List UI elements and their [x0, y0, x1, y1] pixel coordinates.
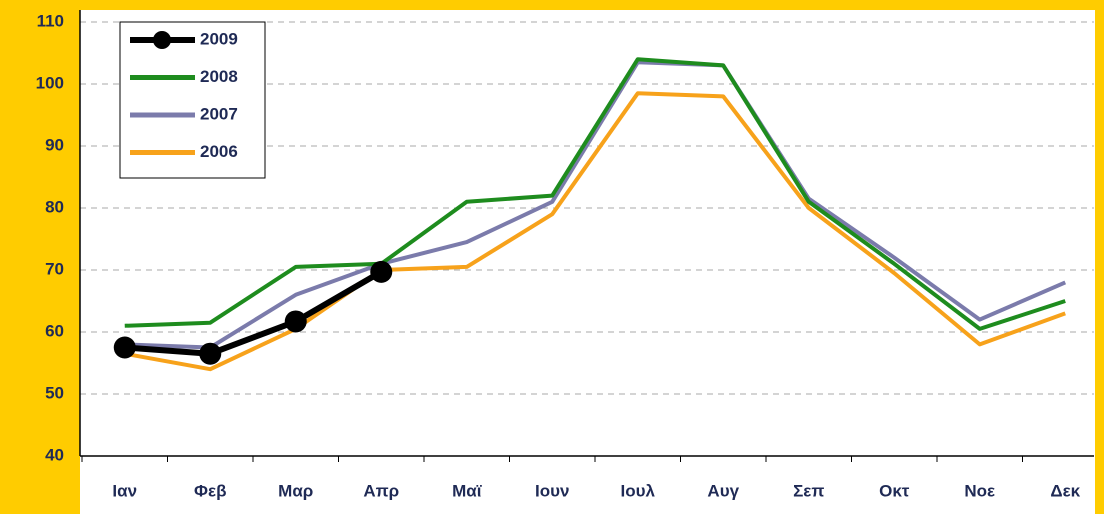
series-line: [124, 60, 1067, 350]
legend-label: 2009: [200, 29, 238, 48]
legend-label: 2006: [200, 142, 238, 161]
legend-label: 2008: [200, 67, 238, 86]
series-line: [124, 57, 1066, 331]
marker: [284, 310, 307, 333]
x-tick-label: Μαρ: [278, 481, 313, 500]
marker: [199, 342, 222, 365]
y-tick-label: 100: [36, 73, 64, 92]
x-tick-label: Αυγ: [707, 481, 739, 500]
y-tick-label: 70: [45, 259, 64, 278]
x-tick-label: Δεκ: [1050, 481, 1080, 500]
marker: [113, 336, 136, 359]
marker: [370, 260, 393, 283]
legend-label: 2007: [200, 104, 238, 123]
x-tick-label: Ιουν: [535, 481, 569, 500]
series-line: [124, 269, 383, 357]
x-tick-label: Νοε: [964, 481, 995, 500]
x-tick-label: Φεβ: [194, 481, 226, 500]
x-tick-label: Ιαν: [112, 481, 137, 500]
x-tick-label: Σεπ: [793, 481, 824, 500]
x-tick-label: Ιουλ: [621, 481, 656, 500]
y-tick-label: 50: [45, 383, 64, 402]
x-tick-label: Οκτ: [879, 481, 910, 500]
y-tick-label: 60: [45, 321, 64, 340]
y-tick-label: 80: [45, 197, 64, 216]
series-line: [124, 91, 1066, 372]
x-tick-label: Απρ: [363, 481, 399, 500]
x-tick-label: Μαϊ: [452, 481, 483, 500]
y-tick-label: 110: [37, 11, 64, 30]
y-tick-label: 40: [45, 445, 64, 464]
y-tick-label: 90: [45, 135, 64, 154]
legend-marker: [153, 31, 171, 49]
